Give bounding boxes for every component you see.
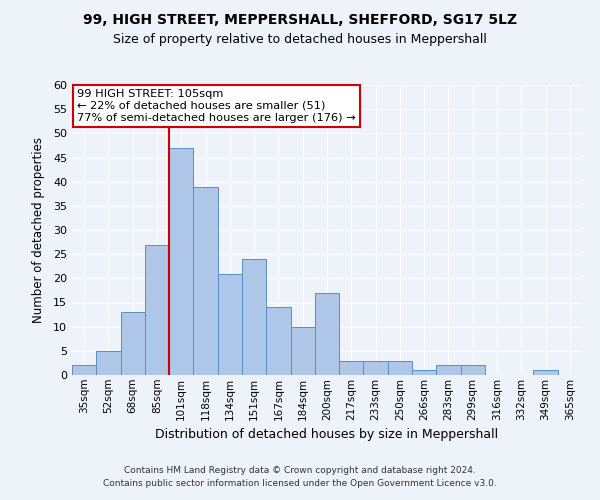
- Bar: [218, 274, 242, 375]
- Bar: [169, 148, 193, 375]
- Bar: [72, 366, 96, 375]
- Bar: [315, 293, 339, 375]
- Bar: [121, 312, 145, 375]
- Text: 99 HIGH STREET: 105sqm
← 22% of detached houses are smaller (51)
77% of semi-det: 99 HIGH STREET: 105sqm ← 22% of detached…: [77, 90, 356, 122]
- Bar: [242, 259, 266, 375]
- Y-axis label: Number of detached properties: Number of detached properties: [32, 137, 44, 323]
- Bar: [436, 366, 461, 375]
- Bar: [364, 360, 388, 375]
- Bar: [266, 308, 290, 375]
- X-axis label: Distribution of detached houses by size in Meppershall: Distribution of detached houses by size …: [155, 428, 499, 441]
- Bar: [533, 370, 558, 375]
- Bar: [290, 326, 315, 375]
- Bar: [412, 370, 436, 375]
- Bar: [461, 366, 485, 375]
- Bar: [145, 244, 169, 375]
- Text: 99, HIGH STREET, MEPPERSHALL, SHEFFORD, SG17 5LZ: 99, HIGH STREET, MEPPERSHALL, SHEFFORD, …: [83, 12, 517, 26]
- Text: Size of property relative to detached houses in Meppershall: Size of property relative to detached ho…: [113, 32, 487, 46]
- Bar: [339, 360, 364, 375]
- Text: Contains HM Land Registry data © Crown copyright and database right 2024.
Contai: Contains HM Land Registry data © Crown c…: [103, 466, 497, 487]
- Bar: [96, 351, 121, 375]
- Bar: [193, 186, 218, 375]
- Bar: [388, 360, 412, 375]
